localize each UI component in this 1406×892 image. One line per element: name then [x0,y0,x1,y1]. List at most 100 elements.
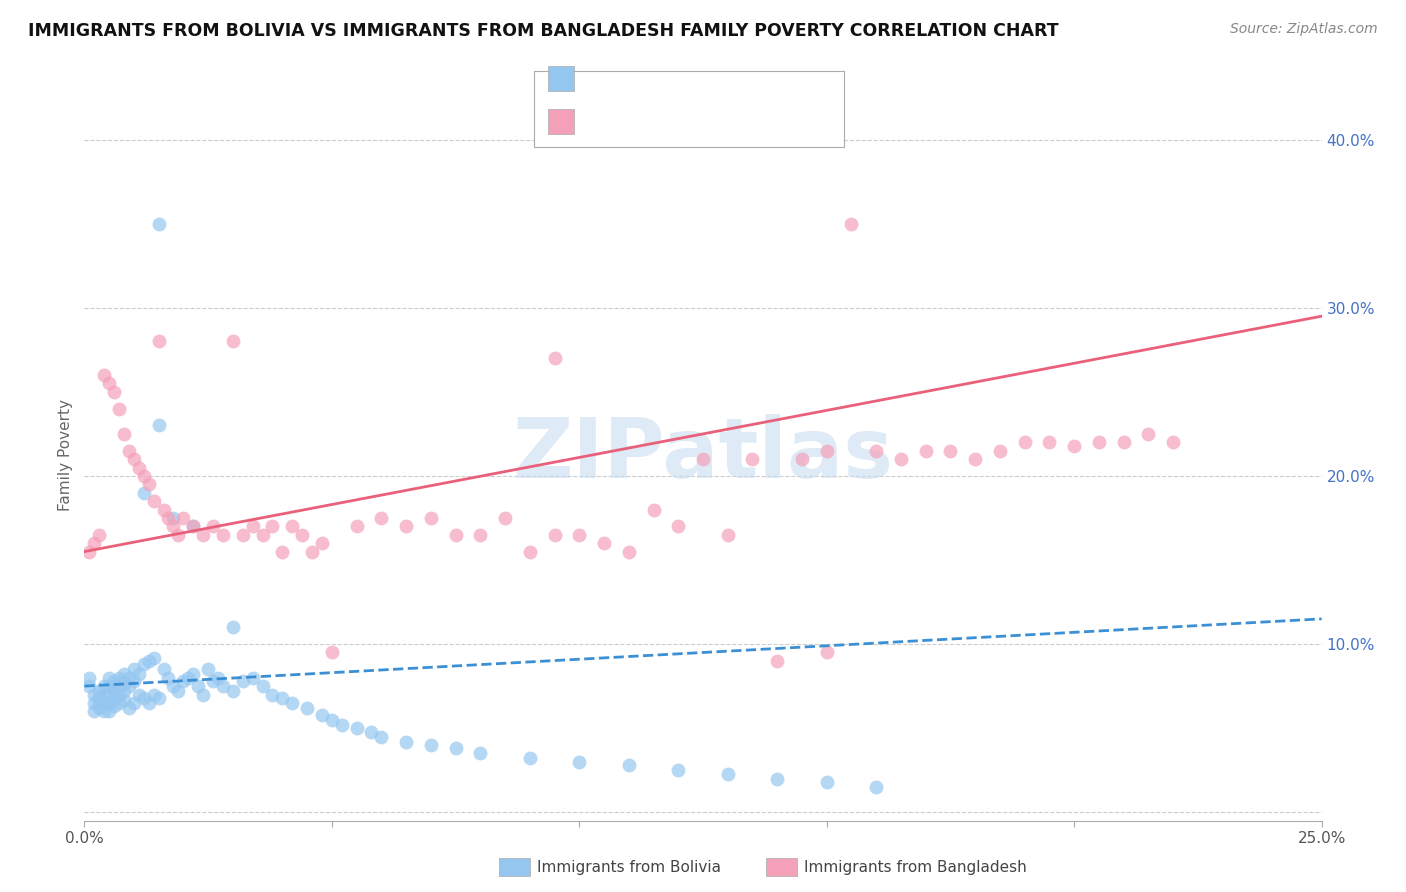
Point [419,511,441,525]
Point [112,692,135,706]
Point [118,701,141,715]
Point [666,763,689,777]
Point [568,755,591,769]
Point [444,528,467,542]
Point [98,671,121,685]
Point [815,775,838,789]
Point [370,511,392,525]
Point [271,544,294,558]
Point [242,519,264,533]
Point [470,747,492,761]
Point [172,511,194,525]
Text: ZIPatlas: ZIPatlas [513,415,893,495]
Point [360,724,382,739]
Point [242,671,264,685]
Point [98,704,121,718]
Point [89,696,111,710]
Point [122,674,145,689]
Point [89,528,111,542]
Point [162,511,184,525]
Point [157,671,180,685]
Point [444,741,467,756]
Point [103,682,125,697]
Point [128,688,150,702]
Point [262,688,284,702]
Text: Immigrants from Bolivia: Immigrants from Bolivia [537,860,721,874]
Point [666,519,689,533]
Point [191,688,214,702]
Point [138,696,160,710]
Y-axis label: Family Poverty: Family Poverty [58,399,73,511]
Point [395,519,418,533]
Point [222,684,245,698]
Point [271,690,294,705]
Point [197,662,219,676]
Point [122,452,145,467]
Point [148,690,170,705]
Point [222,620,245,634]
Point [108,401,131,416]
Point [494,511,516,525]
Point [988,443,1011,458]
Point [890,452,912,467]
Point [93,368,115,382]
Point [148,418,170,433]
Point [98,696,121,710]
Point [311,536,333,550]
Point [717,766,740,780]
Point [815,443,838,458]
Point [815,645,838,659]
Point [142,650,165,665]
Point [295,701,318,715]
Point [346,519,368,533]
Point [741,452,763,467]
Point [766,654,789,668]
Point [142,494,165,508]
Point [1088,435,1111,450]
Point [112,667,135,681]
Point [162,679,184,693]
Point [543,351,565,366]
Text: IMMIGRANTS FROM BOLIVIA VS IMMIGRANTS FROM BANGLADESH FAMILY POVERTY CORRELATION: IMMIGRANTS FROM BOLIVIA VS IMMIGRANTS FR… [28,22,1059,40]
Point [83,696,105,710]
Point [142,688,165,702]
Point [177,671,200,685]
Point [301,544,323,558]
Point [112,426,135,441]
Point [262,519,284,533]
Point [172,674,194,689]
Point [118,443,141,458]
Point [470,528,492,542]
Point [1137,426,1160,441]
Point [83,704,105,718]
Point [98,688,121,702]
Point [132,469,155,483]
Point [370,730,392,744]
Point [865,443,887,458]
Point [132,485,155,500]
Point [311,707,333,722]
Point [122,662,145,676]
Point [643,502,665,516]
Point [93,688,115,702]
Point [93,679,115,693]
Point [692,452,714,467]
Point [83,536,105,550]
Point [965,452,987,467]
Point [103,384,125,399]
Point [157,511,180,525]
Point [128,667,150,681]
Text: R = 0.475: R = 0.475 [582,114,672,132]
Point [841,217,863,231]
Point [132,690,155,705]
Point [98,679,121,693]
Point [167,528,190,542]
Point [1063,439,1085,453]
Point [865,780,887,794]
Point [202,519,225,533]
Point [717,528,740,542]
Point [138,477,160,491]
Point [108,696,131,710]
Point [519,751,541,765]
Point [252,679,274,693]
